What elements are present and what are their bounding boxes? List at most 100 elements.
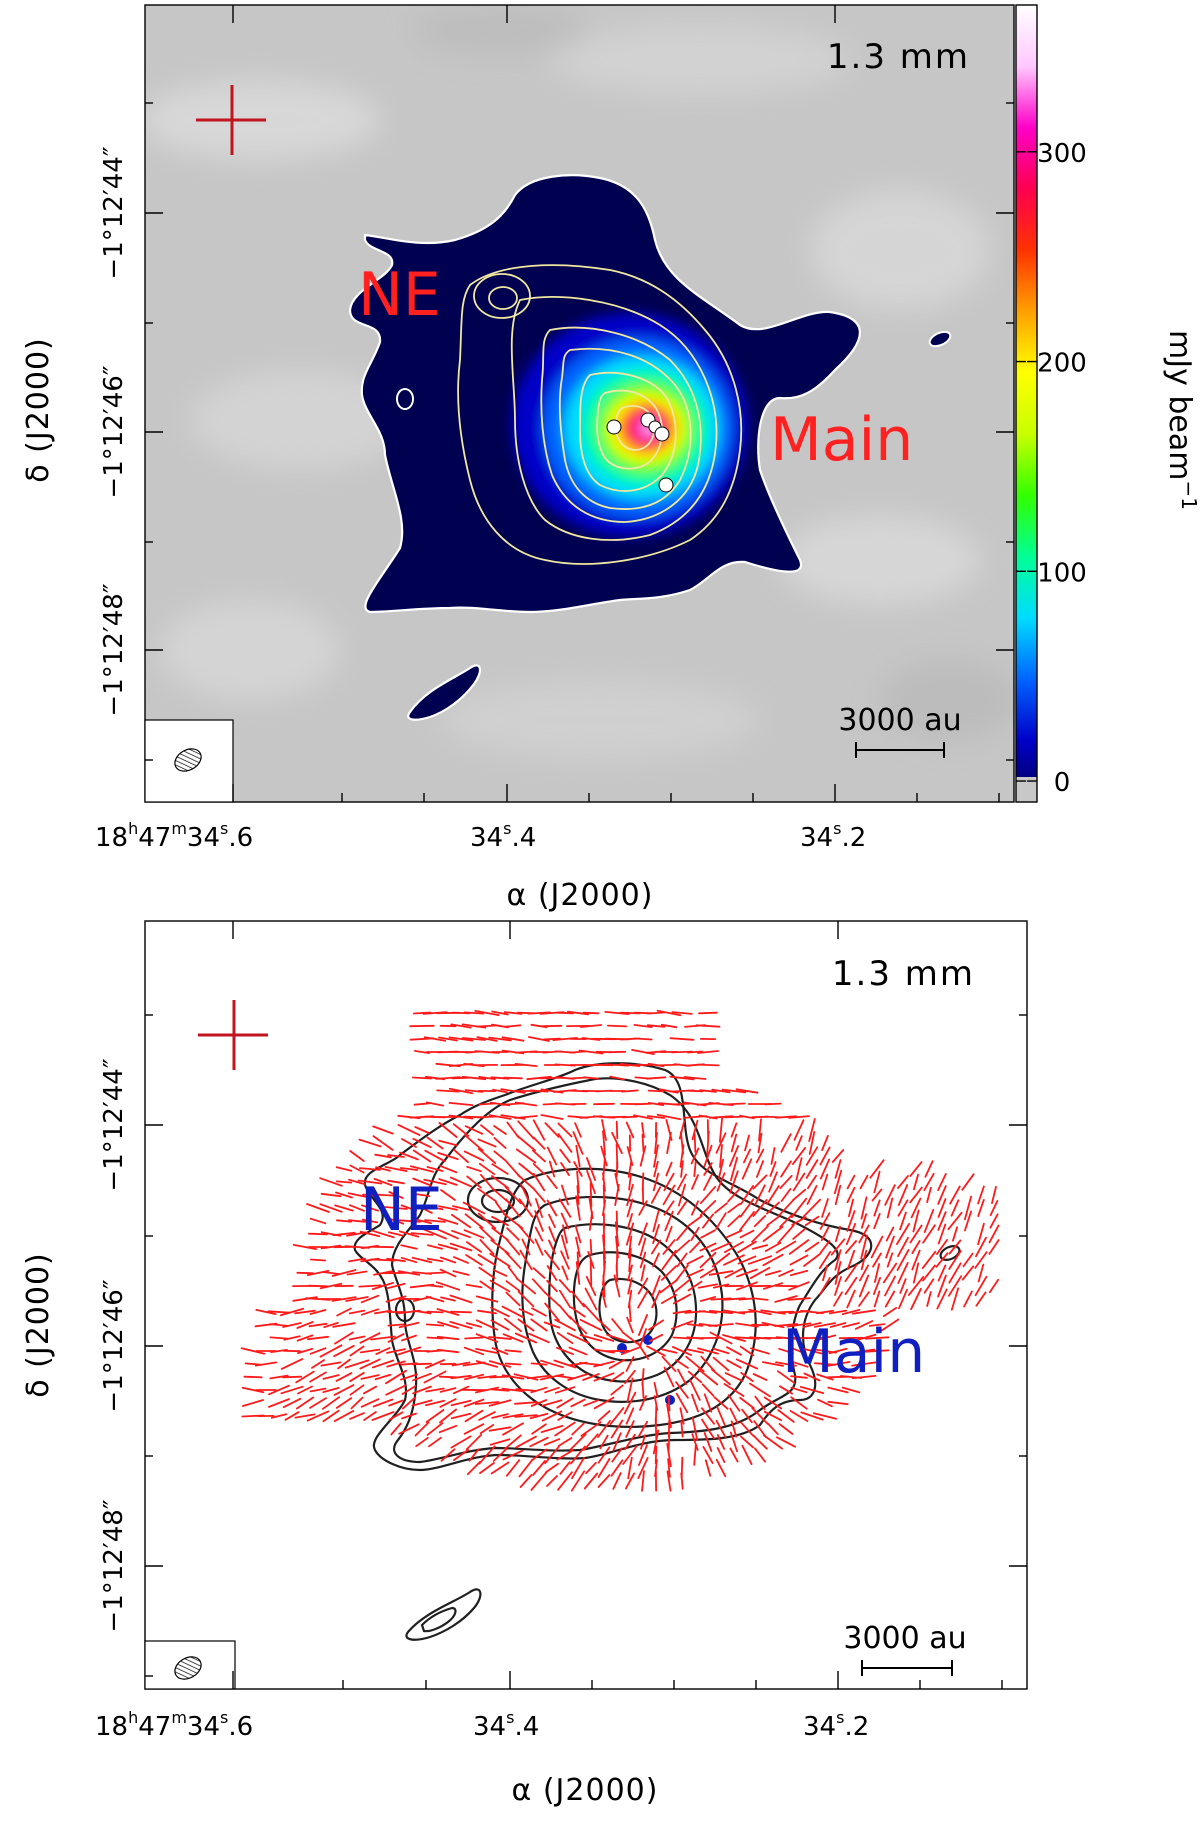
- polarization-vector: [505, 1280, 521, 1292]
- core-emission: [512, 313, 748, 537]
- polarization-vector: [678, 1183, 686, 1207]
- polarization-vector: [841, 1309, 861, 1315]
- polarization-vector: [672, 1346, 692, 1356]
- polarization-vector: [703, 1432, 713, 1452]
- polarization-vector: [554, 1386, 576, 1394]
- polarization-vector: [518, 1162, 534, 1176]
- polarization-vector: [844, 1264, 858, 1282]
- polarization-vector: [505, 1238, 521, 1256]
- polarization-vector: [699, 1251, 717, 1269]
- bottom-label-ne: NE: [360, 1175, 443, 1245]
- polarization-vector: [706, 1130, 710, 1156]
- polarization-vector: [400, 1256, 418, 1264]
- polarization-vector: [370, 1335, 396, 1341]
- polarization-vector: [724, 1115, 744, 1119]
- polarization-vector: [559, 1289, 571, 1309]
- polarization-vector: [411, 1202, 433, 1214]
- top-label-main: Main: [770, 405, 913, 475]
- polarization-vector: [396, 1346, 422, 1356]
- polarization-vector: [763, 1396, 783, 1410]
- polarization-vector: [870, 1235, 884, 1259]
- polarization-vector: [488, 1114, 512, 1120]
- polarization-vector: [648, 1333, 664, 1343]
- polarization-vector: [587, 1251, 595, 1269]
- polarization-vector: [786, 1322, 812, 1328]
- top-xtick-2: 34s.2: [800, 819, 866, 853]
- polarization-vector: [505, 1160, 521, 1178]
- polarization-vector: [451, 1229, 471, 1239]
- polarization-vector: [791, 1216, 807, 1226]
- polarization-vector: [637, 1457, 649, 1479]
- colorbar-ticklabel: 0: [1054, 768, 1071, 798]
- polarization-vector: [375, 1347, 391, 1355]
- polarization-vector: [791, 1146, 807, 1166]
- polarization-vector: [602, 1130, 606, 1156]
- polarization-vector: [363, 1411, 377, 1421]
- polarization-vector: [349, 1371, 365, 1383]
- polarization-vector: [322, 1374, 340, 1380]
- polarization-vector: [501, 1305, 525, 1319]
- polarization-vector: [398, 1230, 420, 1238]
- polarization-vector: [637, 1342, 649, 1360]
- polarization-vector: [975, 1291, 987, 1307]
- polarization-vector: [359, 1230, 381, 1238]
- polarization-vector: [641, 1381, 645, 1399]
- polarization-vector: [294, 1309, 316, 1315]
- polarization-vector: [789, 1410, 809, 1422]
- polarization-vector: [991, 1186, 997, 1204]
- polarization-vector: [488, 1399, 512, 1407]
- polarization-vector: [544, 1249, 560, 1271]
- polarization-vector: [691, 1417, 699, 1441]
- bottom-plot-frame: [144, 920, 1028, 1690]
- polarization-vector: [702, 1213, 714, 1229]
- polarization-vector: [371, 1411, 395, 1421]
- top-xlabel: α (J2000): [507, 878, 654, 913]
- polarization-vector: [661, 1249, 677, 1271]
- polarization-vector: [648, 1319, 664, 1331]
- polarization-vector: [426, 1136, 444, 1150]
- polarization-vector: [816, 1309, 834, 1315]
- polarization-vector: [937, 1264, 947, 1282]
- bottom-xtick-1: 34s.4: [473, 1708, 539, 1742]
- polarization-vector: [307, 1232, 329, 1236]
- polarization-vector: [450, 1023, 472, 1029]
- polarization-vector: [627, 1235, 633, 1259]
- polarization-vector: [652, 1209, 660, 1233]
- polarization-vector: [687, 1370, 703, 1384]
- polarization-vector: [613, 1274, 621, 1298]
- polarization-vector: [727, 1394, 741, 1412]
- polarization-vector: [507, 1266, 519, 1280]
- polarization-vector: [401, 1396, 417, 1410]
- polarization-vector: [580, 1421, 602, 1437]
- polarization-vector: [627, 1264, 633, 1282]
- polarization-vector: [491, 1227, 509, 1241]
- polarization-vector: [548, 1226, 556, 1242]
- polarization-vector: [475, 1333, 499, 1343]
- polarization-vector: [504, 1185, 522, 1205]
- polarization-vector: [558, 1304, 572, 1320]
- polarization-vector: [627, 1160, 633, 1178]
- polarization-vector: [612, 1432, 622, 1452]
- polarization-vector: [438, 1164, 458, 1174]
- polarization-vector: [589, 1260, 593, 1286]
- polarization-vector: [593, 1372, 615, 1382]
- polarization-vector: [387, 1179, 405, 1185]
- polarization-vector: [864, 1336, 890, 1340]
- polarization-vector: [412, 1137, 432, 1149]
- polarization-vector: [802, 1322, 822, 1328]
- polarization-vector: [764, 1242, 782, 1252]
- polarization-vector: [468, 1448, 480, 1462]
- polarization-vector: [426, 1310, 444, 1314]
- polarization-vector: [803, 1253, 821, 1267]
- polarization-vector: [548, 1213, 556, 1229]
- polarization-vector: [529, 1436, 549, 1448]
- polarization-vector: [663, 1366, 675, 1388]
- polarization-vector: [320, 1361, 342, 1367]
- polarization-vector: [686, 1255, 704, 1265]
- polarization-vector: [493, 1150, 507, 1162]
- polarization-vector: [671, 1011, 693, 1015]
- polarization-vector: [752, 1174, 768, 1190]
- polarization-vector: [557, 1122, 573, 1138]
- polarization-vector: [638, 1420, 648, 1438]
- colorbar-zero-band: [1016, 777, 1037, 802]
